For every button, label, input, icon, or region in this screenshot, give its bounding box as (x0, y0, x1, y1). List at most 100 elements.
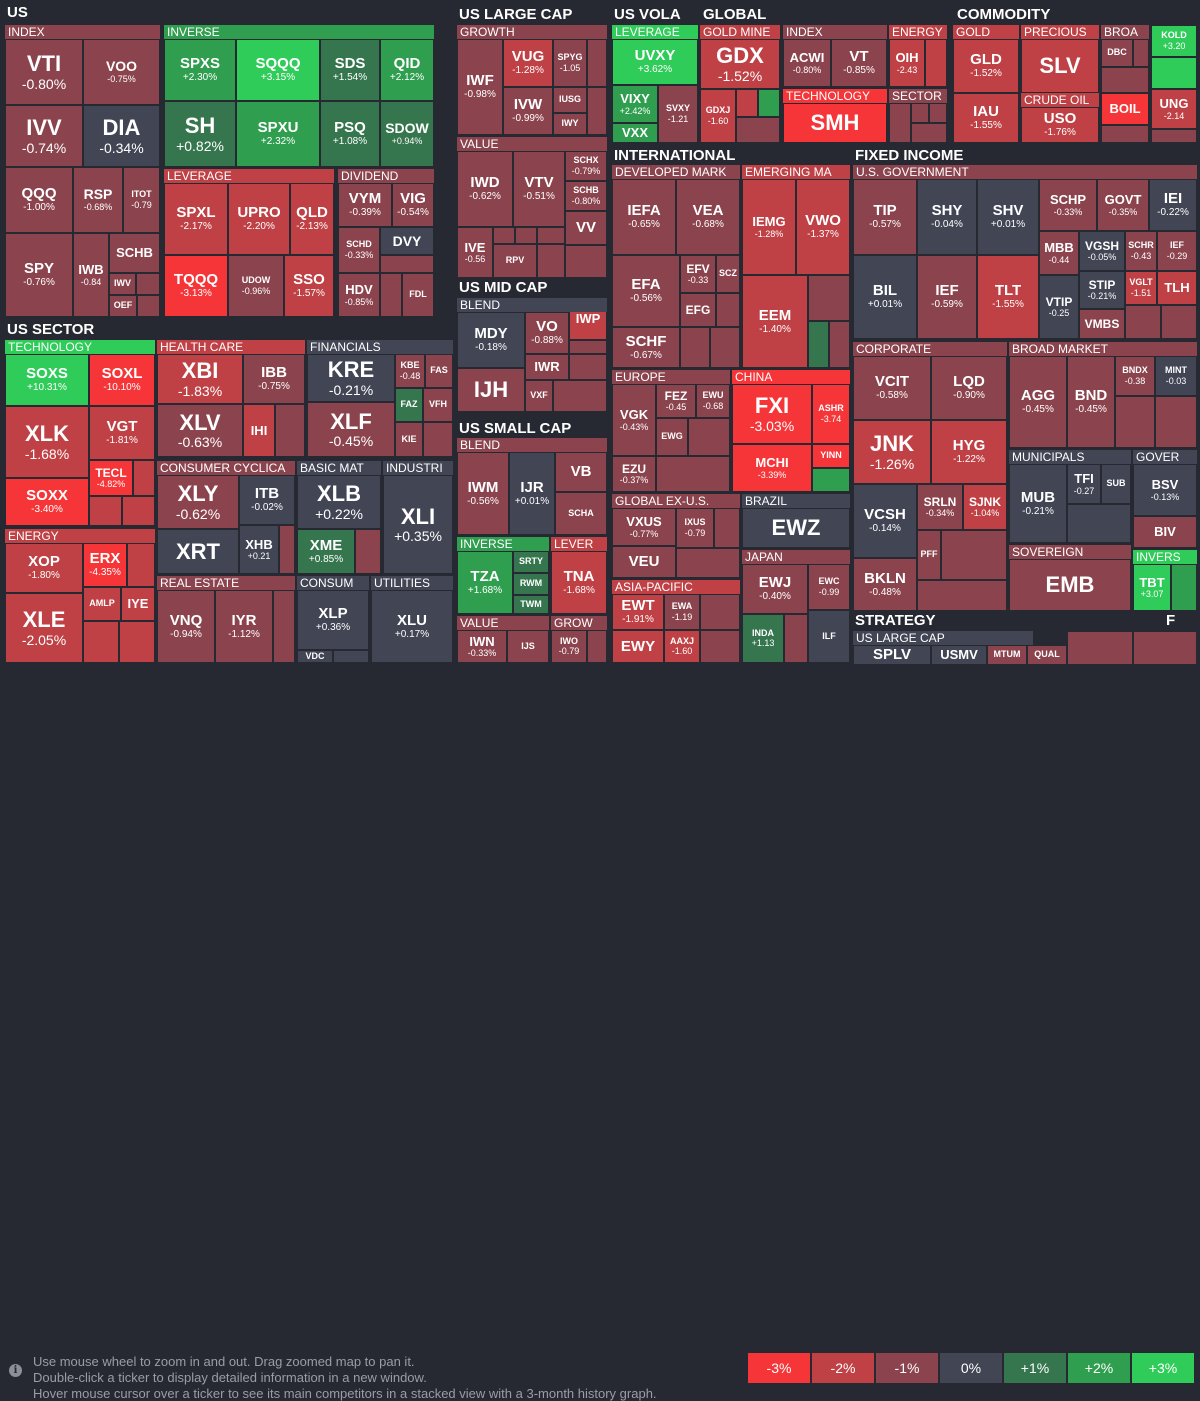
ticker-tile[interactable] (279, 525, 295, 574)
ticker-tile[interactable] (89, 496, 122, 526)
ticker-tile-vgk[interactable]: VGK -0.43% (612, 384, 656, 456)
group-label-real-estate[interactable]: REAL ESTATE (157, 576, 295, 590)
section-title-us[interactable]: US (7, 4, 28, 21)
ticker-tile-qual[interactable]: QUAL (1027, 645, 1067, 665)
group-label-energy[interactable]: ENERGY (5, 529, 155, 543)
ticker-tile[interactable] (911, 123, 947, 143)
ticker-tile-jnk[interactable]: JNK -1.26% (853, 420, 931, 484)
ticker-tile-tqqq[interactable]: TQQQ -3.13% (164, 255, 228, 317)
ticker-tile[interactable] (808, 321, 829, 368)
group-label-china[interactable]: CHINA (732, 370, 850, 384)
ticker-tile-iemg[interactable]: IEMG -1.28% (742, 179, 796, 275)
ticker-tile-dvy[interactable]: DVY (380, 227, 434, 255)
ticker-tile-ijr[interactable]: IJR +0.01% (509, 452, 555, 535)
ticker-tile-schx[interactable]: SCHX -0.79% (565, 151, 607, 181)
ticker-tile[interactable] (587, 630, 607, 663)
group-label-growth[interactable]: GROWTH (457, 25, 607, 39)
ticker-tile[interactable] (1101, 125, 1149, 143)
ticker-tile[interactable] (1161, 305, 1197, 339)
ticker-tile-vgsh[interactable]: VGSH -0.05% (1079, 231, 1125, 271)
ticker-tile-spy[interactable]: SPY -0.76% (5, 233, 73, 317)
ticker-tile-xlv[interactable]: XLV -0.63% (157, 404, 243, 457)
ticker-tile-vig[interactable]: VIG -0.54% (392, 183, 434, 227)
ticker-tile[interactable] (587, 87, 607, 135)
ticker-tile[interactable] (736, 89, 758, 117)
ticker-tile-tna[interactable]: TNA -1.68% (551, 551, 607, 614)
group-label-sovereign[interactable]: SOVEREIGN (1009, 545, 1131, 559)
ticker-tile-ewz[interactable]: EWZ (742, 508, 850, 548)
ticker-tile-eem[interactable]: EEM -1.40% (742, 275, 808, 368)
ticker-tile[interactable] (758, 89, 780, 117)
group-label-leverage[interactable]: LEVERAGE (612, 25, 698, 39)
ticker-tile-rpv[interactable]: RPV (493, 244, 537, 278)
ticker-tile[interactable] (812, 468, 850, 492)
ticker-tile-ijs[interactable]: IJS (507, 630, 549, 663)
ticker-tile-tfi[interactable]: TFI -0.27 (1067, 464, 1101, 504)
ticker-tile-ijh[interactable]: IJH (457, 368, 525, 412)
ticker-tile-xlk[interactable]: XLK -1.68% (5, 406, 89, 478)
ticker-tile-ezu[interactable]: EZU -0.37% (612, 456, 656, 492)
ticker-tile-qld[interactable]: QLD -2.13% (290, 183, 334, 255)
ticker-tile-udow[interactable]: UDOW -0.96% (228, 255, 284, 317)
ticker-tile[interactable] (1151, 57, 1197, 89)
ticker-tile-ivv[interactable]: IVV -0.74% (5, 105, 83, 167)
group-label-asia-pacific[interactable]: ASIA-PACIFIC (612, 580, 740, 594)
section-title-us-vola[interactable]: US VOLA (614, 6, 681, 23)
section-title-commodity[interactable]: COMMODITY (957, 6, 1051, 23)
ticker-tile-rsp[interactable]: RSP -0.68% (73, 167, 123, 233)
ticker-tile-amlp[interactable]: AMLP (83, 587, 121, 621)
ticker-tile-oih[interactable]: OIH -2.43 (889, 39, 925, 87)
ticker-tile-splv[interactable]: SPLV (853, 645, 931, 665)
group-label-brazil[interactable]: BRAZIL (742, 494, 850, 508)
section-title-f[interactable]: F (1166, 612, 1176, 629)
ticker-tile-spyg[interactable]: SPYG -1.05 (553, 39, 587, 87)
group-label-consumer-cyclica[interactable]: CONSUMER CYCLICA (157, 461, 295, 475)
group-label-index[interactable]: INDEX (5, 25, 160, 39)
ticker-tile-fez[interactable]: FEZ -0.45 (656, 384, 696, 418)
ticker-tile[interactable] (1125, 305, 1161, 339)
ticker-tile-emb[interactable]: EMB (1009, 559, 1131, 611)
ticker-tile-mbb[interactable]: MBB -0.44 (1039, 231, 1079, 275)
ticker-tile-vixy[interactable]: VIXY +2.42% (612, 85, 658, 123)
ticker-tile-sdow[interactable]: SDOW +0.94% (380, 101, 434, 167)
ticker-tile-xlb[interactable]: XLB +0.22% (297, 475, 381, 529)
ticker-tile-rwm[interactable]: RWM (513, 573, 549, 595)
ticker-tile-acwi[interactable]: ACWI -0.80% (783, 39, 831, 87)
ticker-tile-iwf[interactable]: IWF -0.98% (457, 39, 503, 135)
ticker-tile-xlf[interactable]: XLF -0.45% (307, 402, 395, 457)
ticker-tile-schb[interactable]: SCHB (109, 233, 160, 273)
ticker-tile[interactable] (688, 418, 730, 456)
ticker-tile-scz[interactable]: SCZ (716, 255, 740, 293)
ticker-tile-sso[interactable]: SSO -1.57% (284, 255, 334, 317)
ticker-tile-veu[interactable]: VEU (612, 546, 676, 578)
ticker-tile-ewj[interactable]: EWJ -0.40% (742, 564, 808, 614)
ticker-tile[interactable] (569, 354, 607, 380)
group-label-financials[interactable]: FINANCIALS (307, 340, 453, 354)
ticker-tile-vdc[interactable]: VDC (297, 650, 333, 663)
ticker-tile-iwo[interactable]: IWO -0.79 (551, 630, 587, 663)
ticker-tile[interactable] (1101, 67, 1149, 93)
ticker-tile[interactable] (493, 227, 515, 244)
ticker-tile-tlt[interactable]: TLT -1.55% (977, 255, 1039, 339)
ticker-tile-usmv[interactable]: USMV (931, 645, 987, 665)
ticker-tile[interactable] (569, 340, 607, 354)
ticker-tile[interactable] (122, 496, 155, 526)
ticker-tile-voo[interactable]: VOO -0.75% (83, 39, 160, 105)
ticker-tile-bndx[interactable]: BNDX -0.38 (1115, 356, 1155, 396)
ticker-tile-efa[interactable]: EFA -0.56% (612, 255, 680, 327)
ticker-tile[interactable] (714, 508, 740, 548)
group-label-blend[interactable]: BLEND (457, 438, 607, 452)
ticker-tile-vcsh[interactable]: VCSH -0.14% (853, 484, 917, 558)
ticker-tile-iwy[interactable]: IWY (553, 113, 587, 135)
ticker-tile[interactable] (1151, 129, 1197, 143)
section-title-us-large-cap[interactable]: US LARGE CAP (459, 6, 573, 23)
ticker-tile-vti[interactable]: VTI -0.80% (5, 39, 83, 105)
ticker-tile-gdx[interactable]: GDX -1.52% (700, 39, 780, 89)
ticker-tile[interactable] (1115, 396, 1155, 448)
ticker-tile-ief[interactable]: IEF -0.59% (917, 255, 977, 339)
ticker-tile-boil[interactable]: BOIL (1101, 93, 1149, 125)
ticker-tile[interactable] (127, 543, 155, 587)
ticker-tile-qqq[interactable]: QQQ -1.00% (5, 167, 73, 233)
section-title-us-mid-cap[interactable]: US MID CAP (459, 279, 548, 296)
ticker-tile-vxf[interactable]: VXF (525, 380, 553, 412)
